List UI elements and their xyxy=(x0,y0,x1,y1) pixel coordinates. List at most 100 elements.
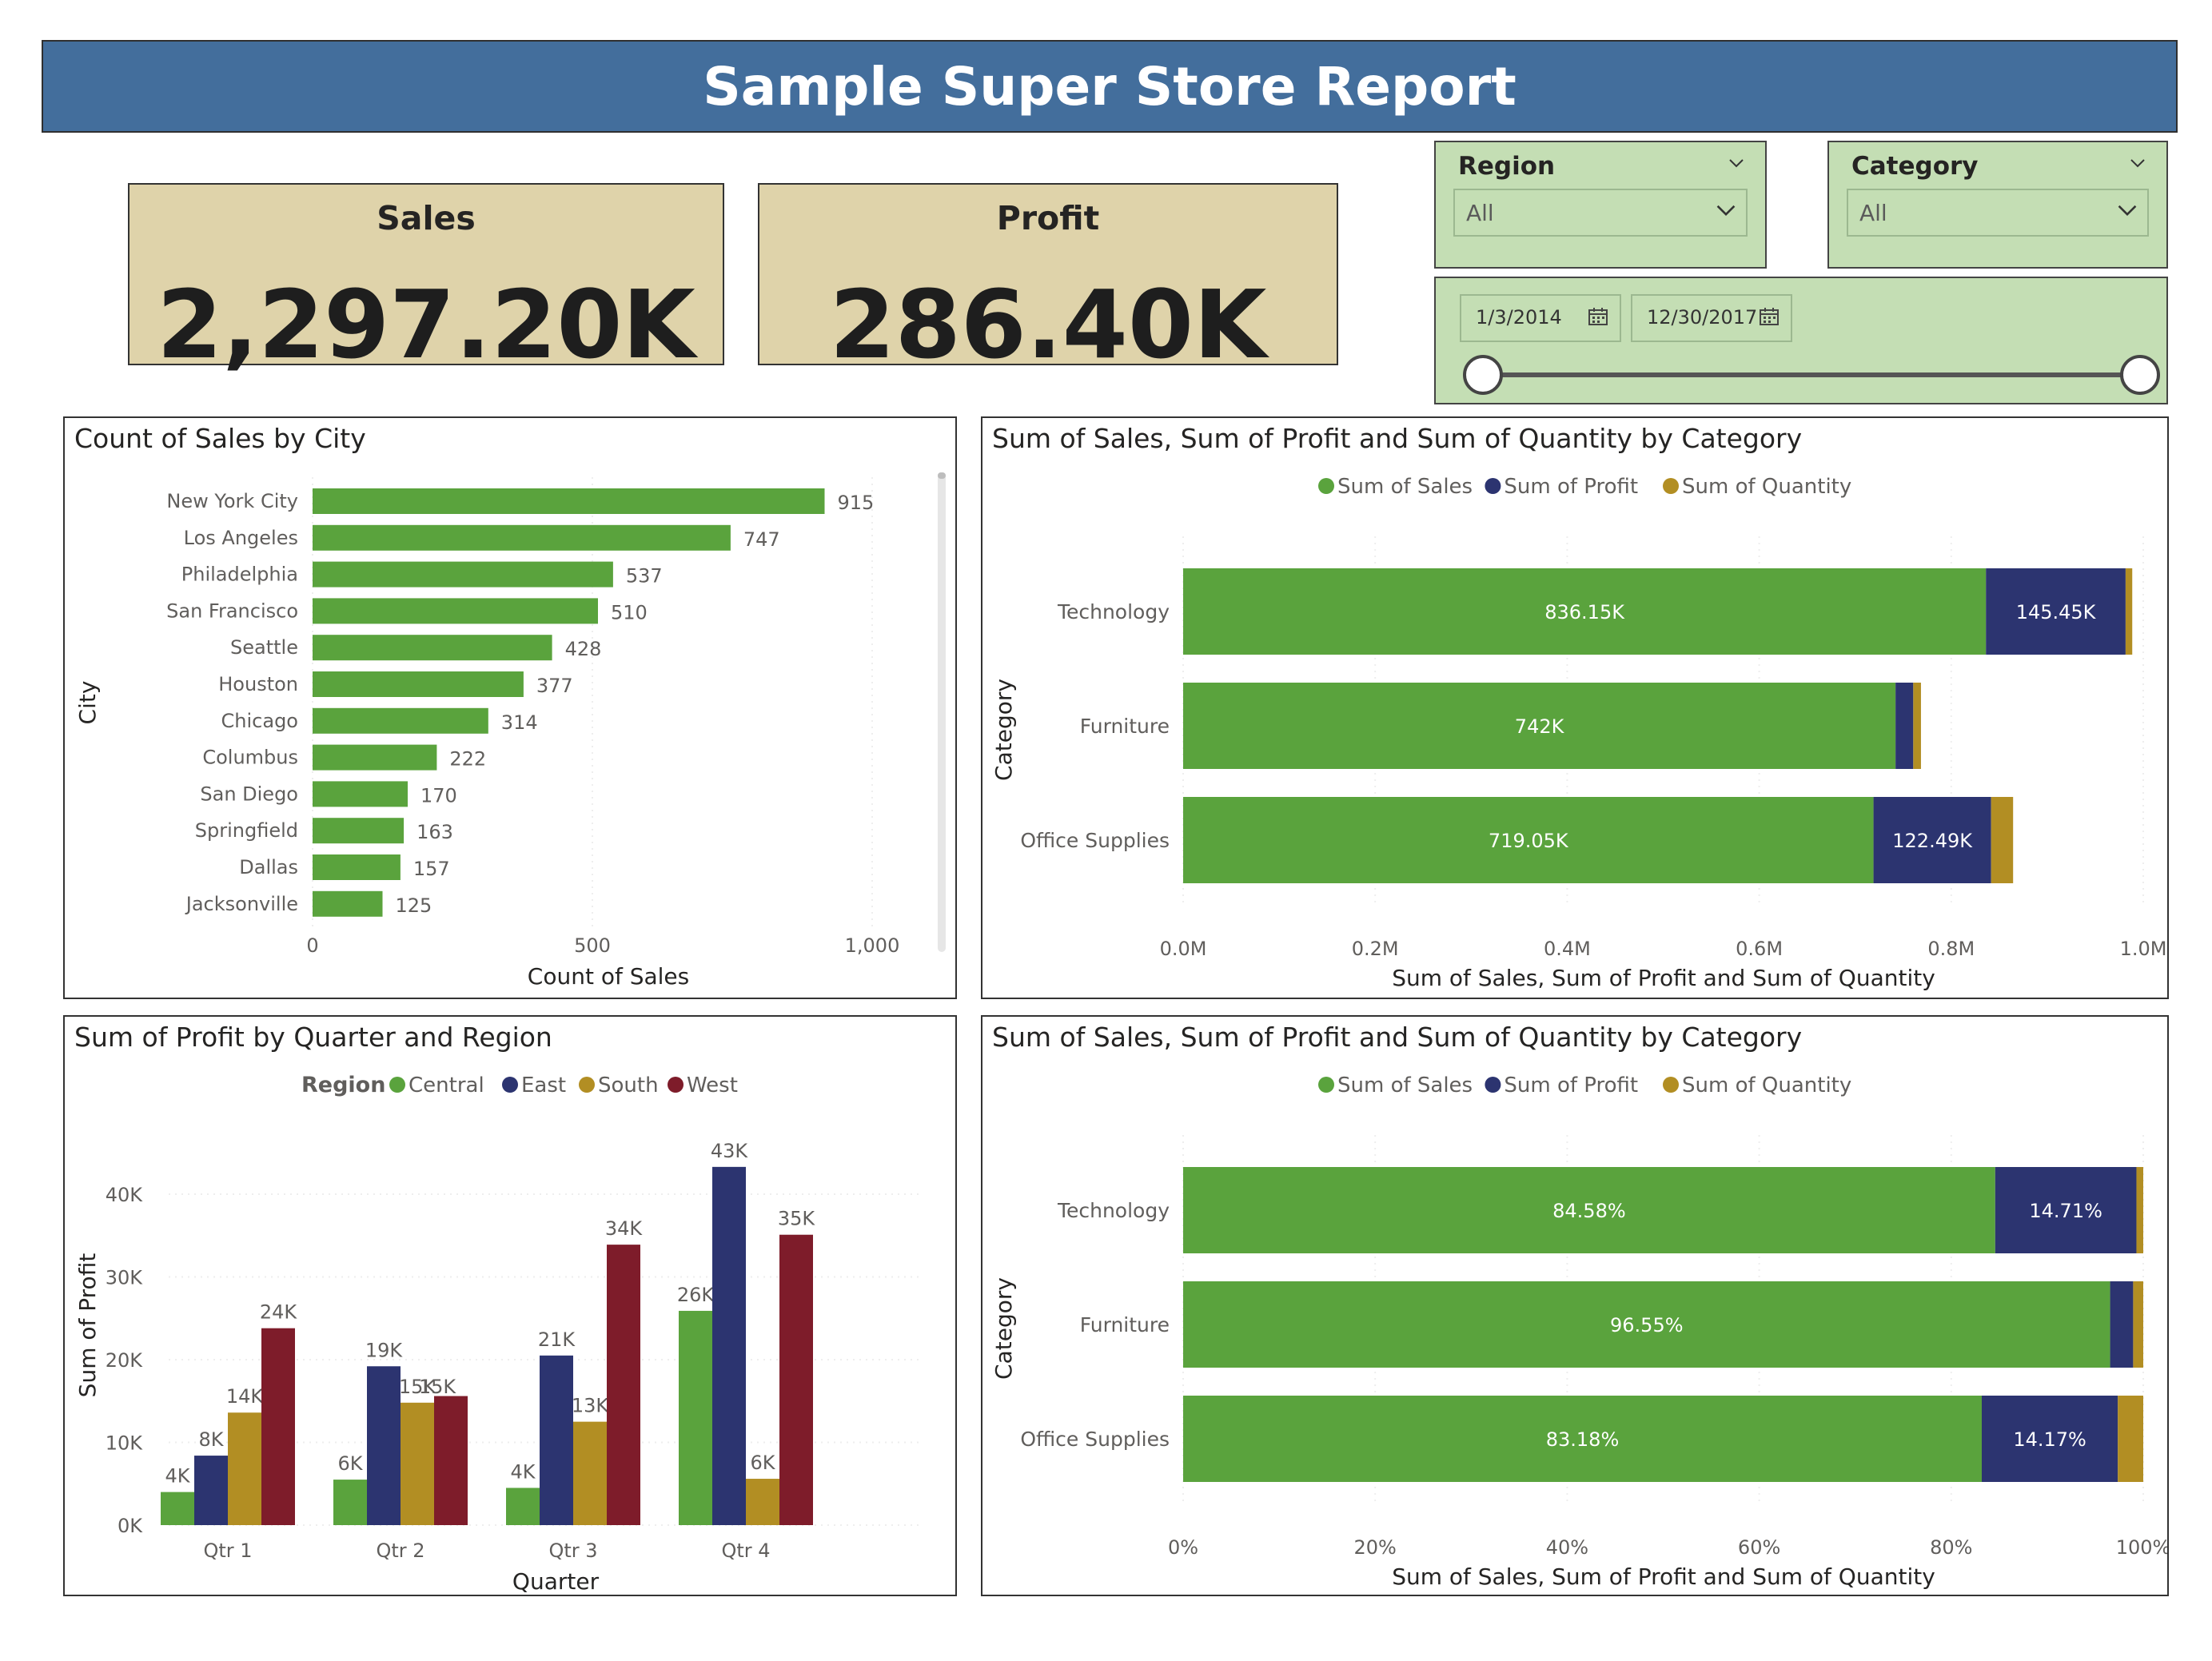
column-bar xyxy=(261,1328,295,1525)
city-label: Houston xyxy=(218,673,298,695)
legend-label: Central xyxy=(409,1073,484,1097)
region-dropdown[interactable]: All xyxy=(1453,189,1748,237)
stacked-segment xyxy=(2136,1167,2143,1253)
city-value-label: 163 xyxy=(416,821,453,843)
segment-value-label: 14.17% xyxy=(2013,1428,2086,1451)
calendar-icon[interactable] xyxy=(1759,307,1780,326)
date-range-track[interactable] xyxy=(1484,372,2139,377)
column-value-label: 24K xyxy=(260,1301,298,1324)
x-tick-label: 100% xyxy=(2116,1536,2167,1559)
column-bar xyxy=(161,1492,194,1525)
y-tick-label: 10K xyxy=(106,1432,144,1455)
category-percent-bar-chart: Sum of Sales Sum of Profit Sum of Quantity… xyxy=(990,1073,2167,1590)
y-axis-title: Category xyxy=(990,1277,1017,1380)
segment-value-label: 742K xyxy=(1515,715,1565,738)
column-bar xyxy=(367,1366,401,1525)
city-bar xyxy=(313,524,731,551)
city-value-label: 222 xyxy=(449,748,486,771)
segment-value-label: 145.45K xyxy=(2016,601,2097,623)
city-value-label: 537 xyxy=(626,565,663,588)
start-date-input[interactable]: 1/3/2014 xyxy=(1460,294,1621,342)
city-value-label: 157 xyxy=(413,858,450,880)
region-slicer[interactable]: Region All xyxy=(1434,141,1767,269)
column-bar xyxy=(333,1480,367,1525)
segment-value-label: 14.71% xyxy=(2029,1200,2102,1222)
x-tick-label: 60% xyxy=(1738,1536,1780,1559)
category-dropdown-value: All xyxy=(1859,200,1887,226)
calendar-icon[interactable] xyxy=(1588,307,1608,326)
y-axis-title: Sum of Profit xyxy=(74,1253,101,1398)
chevron-down-icon xyxy=(1716,205,1736,217)
category-percent-chart-title: Sum of Sales, Sum of Profit and Sum of Q… xyxy=(992,1022,1803,1053)
chevron-down-icon[interactable] xyxy=(1728,155,1744,171)
category-percent-chart-panel: Sum of Sales, Sum of Profit and Sum of Q… xyxy=(981,1015,2169,1596)
city-value-label: 915 xyxy=(838,492,875,514)
x-tick-label: 0% xyxy=(1168,1536,1198,1559)
y-tick-label: 20K xyxy=(106,1349,144,1372)
x-axis-title: Sum of Sales, Sum of Profit and Sum of Q… xyxy=(1392,965,1935,991)
city-bar xyxy=(313,744,437,771)
column-value-label: 19K xyxy=(365,1339,404,1361)
column-value-label: 26K xyxy=(677,1284,715,1306)
category-dropdown[interactable]: All xyxy=(1847,189,2149,237)
end-date-handle[interactable] xyxy=(2120,355,2160,395)
city-value-label: 510 xyxy=(611,601,648,623)
legend-marker xyxy=(1663,1077,1679,1093)
category-label: Office Supplies xyxy=(1020,1428,1170,1451)
x-tick-label: 500 xyxy=(574,934,611,957)
chevron-down-icon[interactable] xyxy=(2130,155,2146,171)
stacked-segment xyxy=(2125,568,2133,655)
city-chart-panel: Count of Sales by City 0 500 1,000 New York… xyxy=(63,416,957,999)
quarter-column-chart: Region Central East South West 0K 10K 20K 30K 40K… xyxy=(74,1073,920,1595)
stacked-segment xyxy=(1986,568,2126,655)
column-value-label: 14K xyxy=(226,1385,265,1408)
column-value-label: 6K xyxy=(337,1452,363,1475)
city-bar xyxy=(313,854,401,880)
x-tick-label: 0.4M xyxy=(1544,938,1591,960)
city-bar xyxy=(313,561,613,588)
x-axis-title: Quarter xyxy=(512,1568,600,1595)
city-bar xyxy=(313,598,598,624)
report-title: Sample Super Store Report xyxy=(42,40,2178,133)
legend-label: Sum of Profit xyxy=(1504,475,1638,499)
column-bar xyxy=(746,1479,779,1525)
stacked-segment xyxy=(1995,1167,2137,1253)
profit-card-label: Profit xyxy=(996,199,1100,237)
end-date-value: 12/30/2017 xyxy=(1647,306,1758,329)
stacked-segment xyxy=(1991,797,2014,883)
city-bar xyxy=(313,635,552,661)
column-value-label: 15K xyxy=(419,1376,457,1398)
y-axis-title: City xyxy=(74,681,101,725)
category-stacked-bar-chart: Sum of Sales Sum of Profit Sum of Quantity… xyxy=(990,475,2167,991)
legend-marker xyxy=(1318,478,1334,494)
sales-card-value: 2,297.20K xyxy=(157,269,695,380)
segment-value-label: 84.58% xyxy=(1552,1200,1626,1222)
legend-label: Sum of Sales xyxy=(1337,1073,1473,1097)
column-value-label: 13K xyxy=(572,1395,610,1417)
column-bar xyxy=(573,1421,607,1525)
city-label: San Francisco xyxy=(166,599,298,622)
quarter-chart-title: Sum of Profit by Quarter and Region xyxy=(74,1022,552,1053)
segment-value-label: 83.18% xyxy=(1546,1428,1620,1451)
x-axis-title: Count of Sales xyxy=(528,963,689,990)
stacked-segment xyxy=(1183,797,1874,883)
stacked-segment xyxy=(1183,1281,2110,1368)
category-label: Furniture xyxy=(1080,1313,1170,1336)
y-axis-title: Category xyxy=(990,679,1017,781)
city-label: Columbus xyxy=(202,747,298,769)
legend-title: Region xyxy=(301,1073,385,1097)
x-axis-title: Sum of Sales, Sum of Profit and Sum of Q… xyxy=(1392,1563,1935,1590)
x-tick-label: 0.8M xyxy=(1927,938,1975,960)
end-date-input[interactable]: 12/30/2017 xyxy=(1631,294,1792,342)
column-bar xyxy=(506,1488,540,1525)
sales-card: Sales 2,297.20K xyxy=(128,183,724,380)
stacked-segment xyxy=(1183,683,1896,769)
x-tick-label: 1.0M xyxy=(2120,938,2167,960)
category-slicer[interactable]: Category All xyxy=(1827,141,2168,269)
column-value-label: 8K xyxy=(198,1428,224,1451)
date-range-slicer[interactable]: 1/3/2014 12/30/2017 xyxy=(1434,277,2168,404)
start-date-handle[interactable] xyxy=(1463,355,1503,395)
city-value-label: 377 xyxy=(536,675,573,697)
city-label: New York City xyxy=(166,490,298,512)
city-value-label: 125 xyxy=(396,894,432,917)
